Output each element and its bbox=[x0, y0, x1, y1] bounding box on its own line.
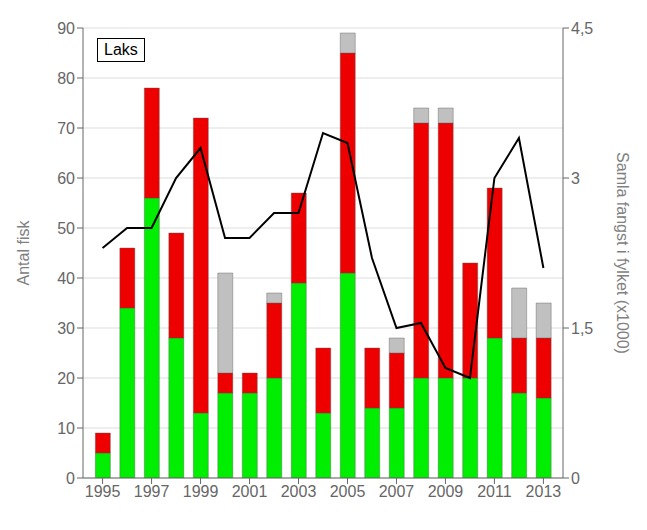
svg-text:3: 3 bbox=[571, 170, 580, 187]
svg-text:60: 60 bbox=[57, 170, 75, 187]
svg-text:1,5: 1,5 bbox=[571, 320, 593, 337]
svg-text:70: 70 bbox=[57, 120, 75, 137]
svg-text:Samla fangst i fylket (x1000): Samla fangst i fylket (x1000) bbox=[614, 152, 631, 354]
svg-text:1995: 1995 bbox=[85, 483, 121, 500]
svg-text:0: 0 bbox=[571, 470, 580, 487]
svg-text:90: 90 bbox=[57, 20, 75, 37]
svg-text:2013: 2013 bbox=[526, 483, 562, 500]
html-text:Laks: Laks bbox=[104, 41, 138, 58]
svg-text:4,5: 4,5 bbox=[571, 20, 593, 37]
svg-text:0: 0 bbox=[66, 470, 75, 487]
svg-text:40: 40 bbox=[57, 270, 75, 287]
svg-text:2011: 2011 bbox=[477, 483, 512, 500]
svg-text:Antal fisk: Antal fisk bbox=[15, 220, 32, 286]
svg-text:2003: 2003 bbox=[281, 483, 317, 500]
svg-text:30: 30 bbox=[57, 320, 75, 337]
svg-text:2009: 2009 bbox=[428, 483, 464, 500]
svg-text:2001: 2001 bbox=[232, 483, 268, 500]
svg-text:80: 80 bbox=[57, 70, 75, 87]
svg-text:10: 10 bbox=[57, 420, 75, 437]
svg-text:1999: 1999 bbox=[183, 483, 219, 500]
svg-text:1997: 1997 bbox=[134, 483, 170, 500]
svg-text:2005: 2005 bbox=[330, 483, 366, 500]
svg-text:50: 50 bbox=[57, 220, 75, 237]
svg-text:20: 20 bbox=[57, 370, 75, 387]
svg-text:2007: 2007 bbox=[379, 483, 415, 500]
